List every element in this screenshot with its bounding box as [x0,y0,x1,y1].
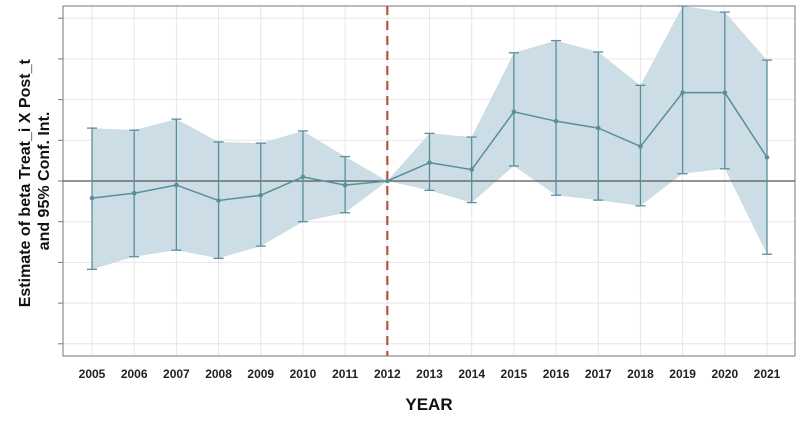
point-2008 [216,198,221,203]
point-2007 [174,182,179,188]
x-tick-label-2008: 2008 [205,367,232,381]
x-tick-label-2007: 2007 [163,367,190,381]
point-2015 [511,109,517,115]
y-axis-label: Estimate of beta Treat_i X Post_t and 95… [17,55,53,308]
point-2020 [722,90,728,95]
estimate-points [89,90,770,203]
x-tick-label-2011: 2011 [332,367,358,381]
x-tick-label-2020: 2020 [711,367,738,381]
point-2021 [764,155,770,160]
x-tick-label-2021: 2021 [754,367,781,381]
point-2012 [385,178,390,184]
x-tick-label-2010: 2010 [290,367,317,381]
y-axis-label-line1: Estimate of beta Treat_i X Post_t [17,59,34,308]
point-2013 [427,160,432,165]
point-2006 [131,190,137,196]
error-bar-2016 [551,39,562,196]
y-axis-label-line2: and 95% Conf. Int. [36,112,53,251]
point-2016 [553,118,559,124]
x-tick-label-2006: 2006 [121,367,148,381]
point-2019 [680,90,685,95]
x-tick-label-2009: 2009 [247,367,274,381]
point-2010 [300,174,306,180]
x-tick-label-2019: 2019 [669,367,696,381]
y-axis-ticks [58,17,63,345]
x-tick-label-2018: 2018 [627,367,654,381]
point-2014 [469,167,474,172]
error-bar-2015 [508,52,519,167]
point-2009 [258,192,264,198]
point-2005 [89,195,95,201]
x-tick-label-2015: 2015 [501,367,528,381]
x-tick-label-2016: 2016 [543,367,570,381]
point-2018 [638,144,643,149]
x-tick-label-2017: 2017 [585,367,612,381]
x-tick-label-2014: 2014 [458,367,485,381]
x-tick-label-2013: 2013 [416,367,443,381]
x-tick-labels: 2005 2006 2007 2008 2009 2010 2011 2012 2013 2014… [79,367,781,381]
x-axis-label: YEAR [405,395,452,414]
x-tick-label-2005: 2005 [79,367,106,381]
point-2017 [595,125,601,131]
point-2011 [342,182,348,188]
error-bar-2019 [677,5,688,175]
x-tick-label-2012: 2012 [374,367,401,381]
